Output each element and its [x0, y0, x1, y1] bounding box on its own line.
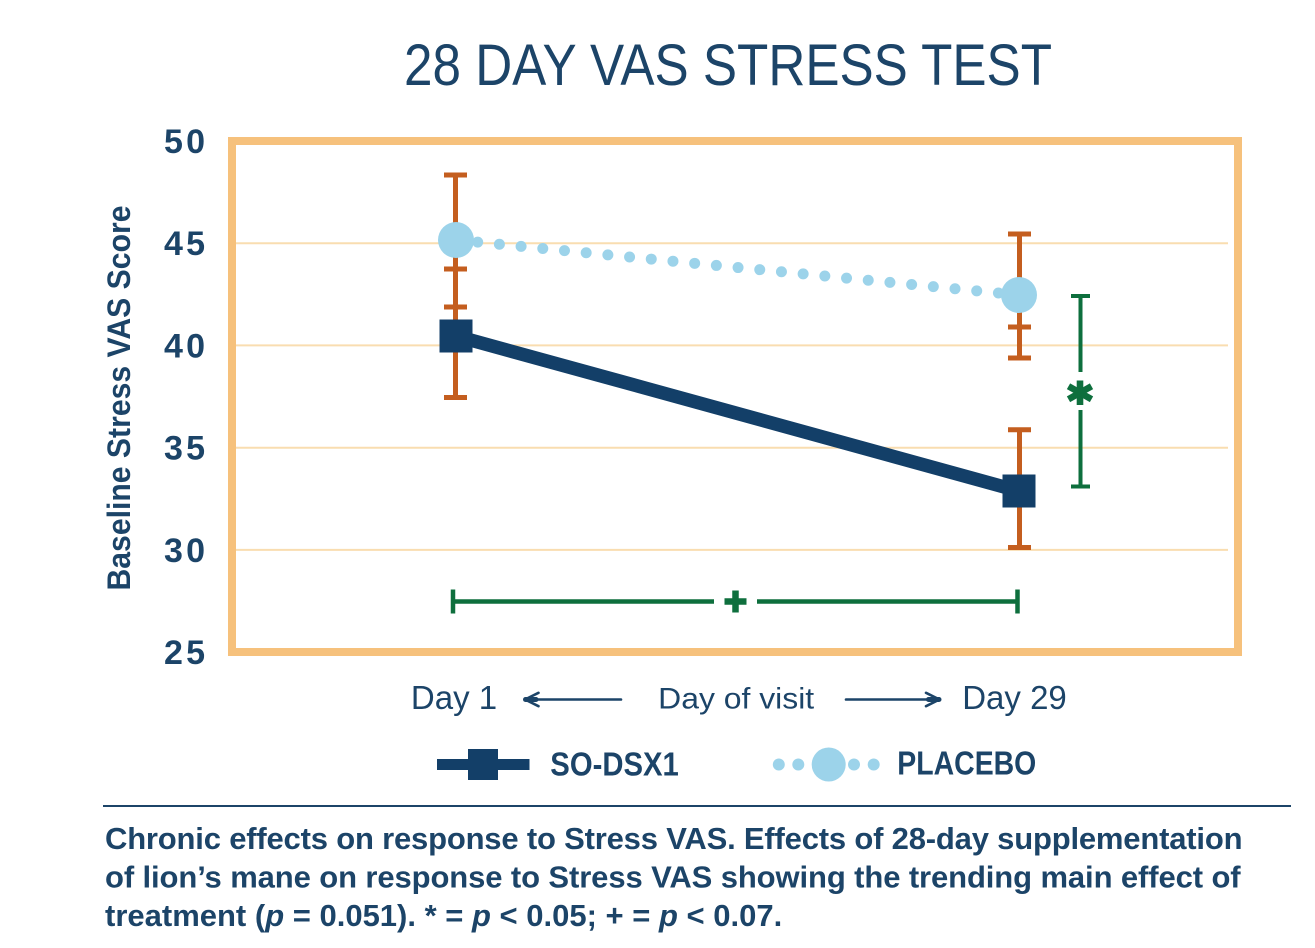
svg-text:PLACEBO: PLACEBO [897, 745, 1036, 782]
svg-text:Chronic effects on response to: Chronic effects on response to Stress VA… [105, 821, 1243, 856]
svg-text:treatment (p = 0.051). * = p <: treatment (p = 0.051). * = p < 0.05; + =… [105, 898, 782, 933]
svg-text:28 DAY VAS STRESS TEST: 28 DAY VAS STRESS TEST [404, 33, 1052, 98]
svg-text:Day of visit: Day of visit [658, 683, 815, 716]
svg-text:Day 1: Day 1 [411, 679, 497, 716]
svg-text:Baseline Stress VAS Score: Baseline Stress VAS Score [101, 206, 137, 591]
svg-text:SO-DSX1: SO-DSX1 [550, 745, 679, 782]
svg-text:of lion’s mane on response to: of lion’s mane on response to Stress VAS… [105, 860, 1241, 895]
svg-text:Day 29: Day 29 [962, 679, 1067, 716]
